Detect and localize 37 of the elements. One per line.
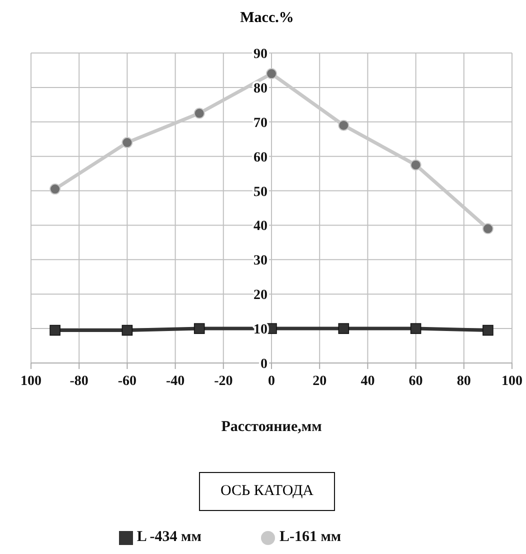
x-tick-label: 20 bbox=[312, 374, 327, 389]
x-tick-label: 100 bbox=[502, 374, 522, 389]
point bbox=[50, 184, 61, 195]
x-tick-label: -80 bbox=[70, 374, 88, 389]
point bbox=[482, 324, 494, 336]
point bbox=[194, 323, 205, 334]
point bbox=[122, 137, 133, 148]
chart-title: Масс.% bbox=[239, 10, 295, 27]
x-tick-label: -60 bbox=[118, 374, 137, 389]
legend-label: L -434 мм bbox=[136, 529, 202, 545]
point bbox=[338, 323, 350, 334]
y-tick-label: 50 bbox=[254, 184, 268, 200]
y-tick-label: 20 bbox=[254, 288, 268, 304]
legend-label: L-161 мм bbox=[279, 529, 342, 545]
y-tick-label: 0 bbox=[260, 357, 268, 372]
x-tick-label: 80 bbox=[456, 374, 471, 389]
point bbox=[410, 323, 422, 334]
y-tick-label: 70 bbox=[254, 116, 268, 131]
x-tick-label: 60 bbox=[408, 374, 423, 389]
point bbox=[194, 108, 205, 119]
x-tick-label: -20 bbox=[214, 374, 233, 389]
x-tick-label: -40 bbox=[166, 374, 185, 389]
point bbox=[50, 324, 60, 336]
y-tick-label: 80 bbox=[254, 81, 268, 96]
y-tick-label: 60 bbox=[254, 150, 268, 166]
y-tick-label: 90 bbox=[254, 47, 268, 62]
point bbox=[410, 159, 422, 170]
point bbox=[266, 68, 277, 80]
point bbox=[338, 120, 350, 131]
text: ОСЬ КАТОДА bbox=[199, 472, 335, 511]
point bbox=[122, 324, 133, 336]
y-tick-label: 30 bbox=[254, 254, 268, 269]
x-axis-title: Расстояние,мм bbox=[221, 419, 322, 435]
x-tick-label: 100 bbox=[20, 374, 42, 389]
y-tick-label: 40 bbox=[254, 219, 268, 234]
point bbox=[482, 223, 494, 234]
x-tick-label: 40 bbox=[360, 374, 375, 389]
